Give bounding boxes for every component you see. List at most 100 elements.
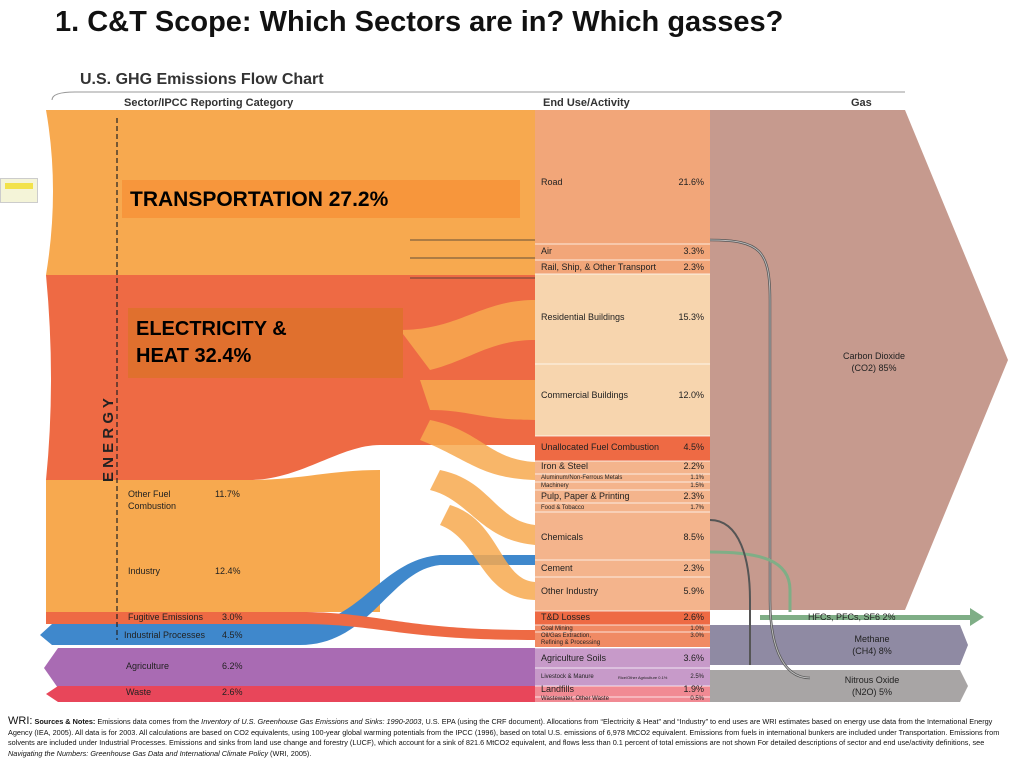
footnote-text-a: Emissions data comes from the: [97, 717, 200, 726]
gas-thread-industry: [709, 519, 751, 665]
sector-label-industrial-processes: Industrial Processes: [124, 630, 206, 640]
end-use-pct: 3.0%: [690, 633, 704, 639]
footnote-wri: WRI:: [8, 715, 33, 727]
gas-formula-co2: (CO2): [851, 363, 876, 373]
footnote-navigating: Navigating the Numbers: Greenhouse Gas D…: [8, 748, 268, 758]
sector-label-agriculture: Agriculture: [126, 661, 169, 671]
footnote-sources-label: Sources & Notes:: [34, 717, 96, 726]
gas-fluorinated-band: [760, 608, 984, 626]
band-other-fuel: [46, 470, 380, 560]
end-use-label: Iron & Steel: [541, 461, 588, 471]
end-use-label: Aluminum/Non-Ferrous Metals: [541, 475, 622, 481]
end-use-label: Road: [541, 177, 563, 187]
end-use-pct: 12.0%: [678, 390, 704, 400]
band-waste: [46, 686, 535, 702]
end-use-label: Agriculture Soils: [541, 653, 607, 663]
end-use-label: Oil/Gas Extraction,: [541, 633, 591, 639]
end-use-label: Pulp, Paper & Printing: [541, 491, 630, 501]
end-use-pct: 5.9%: [683, 586, 704, 596]
footnote-text-b: , U.S. EPA (using the CRF document). All…: [8, 717, 1000, 747]
band-agriculture: [44, 648, 535, 688]
sector-label-industry: Industry: [128, 566, 161, 576]
end-use-pct: 3.3%: [683, 246, 704, 256]
footnote: WRI: Sources & Notes: Emissions data com…: [8, 716, 1018, 759]
sector-label-other-fuel-2: Combustion: [128, 501, 176, 511]
end-use-pct: 4.5%: [683, 442, 704, 452]
column-header-sector: Sector/IPCC Reporting Category: [124, 97, 294, 109]
gas-name-fluorinated: HFCs, PFCs, SF6: [808, 612, 880, 622]
end-use-industry-block: [535, 461, 710, 611]
gas-thread-fluorinated: [709, 550, 792, 612]
callout-electricity-line2: HEAT 32.4%: [136, 345, 252, 367]
end-use-label: Wastewater, Other Waste: [541, 696, 610, 702]
end-use-label: Air: [541, 246, 552, 256]
gas-detail-methane: (CH4) 8%: [852, 646, 892, 656]
gas-detail-co2: (CO2) 85%: [851, 363, 896, 373]
column-header-gas: Gas: [851, 97, 872, 109]
end-use-landfills: [535, 686, 710, 702]
sector-pct-industry: 12.4%: [215, 566, 241, 576]
end-use-label: Other Industry: [541, 586, 599, 596]
end-use-label: Landfills: [541, 684, 575, 694]
end-use-agriculture-soils: [535, 648, 710, 668]
end-use-pct: 8.5%: [683, 532, 704, 542]
slide-thumbnail-tab[interactable]: [0, 178, 38, 203]
end-use-dividers: [535, 243, 710, 698]
end-use-pct: 1.0%: [690, 626, 704, 632]
callout-transportation: TRANSPORTATION 27.2%: [122, 180, 520, 218]
end-use-label: Livestock & Manure: [541, 674, 594, 680]
thumbnail-highlight: [5, 183, 33, 189]
column-header-end-use: End Use/Activity: [543, 97, 631, 109]
end-use-pct: 2.5%: [690, 674, 704, 680]
end-use-rail: [535, 260, 710, 274]
sector-pct-other-fuel: 11.7%: [215, 489, 240, 499]
end-use-pct: 3.6%: [683, 653, 704, 663]
gas-detail-n2o: (N2O) 5%: [852, 687, 892, 697]
callout-electricity-line1: ELECTRICITY &: [136, 318, 287, 340]
slide-title: 1. C&T Scope: Which Sectors are in? Whic…: [55, 6, 784, 38]
gas-formula-methane: (CH4): [852, 646, 876, 656]
gas-label-fluorinated: HFCs, PFCs, SF6 2%: [808, 612, 896, 622]
end-use-note: Rice/Other Agriculture 0.1%: [618, 675, 668, 680]
gas-label-co2: Carbon Dioxide: [843, 351, 905, 361]
end-use-livestock: [535, 668, 710, 686]
gas-co2-band: [710, 110, 1008, 610]
sector-label-fugitive: Fugitive Emissions: [128, 612, 204, 622]
end-use-pct: 1.1%: [690, 475, 704, 481]
flow-to-other-industry: [440, 505, 535, 600]
end-use-pct: 2.3%: [683, 262, 704, 272]
end-use-label: Residential Buildings: [541, 312, 625, 322]
end-use-pct: 1.5%: [690, 483, 704, 489]
band-fugitive: [46, 612, 300, 624]
transport-split-lines: [410, 239, 535, 279]
flow-to-residential: [400, 300, 535, 370]
end-use-column: [535, 110, 710, 702]
gas-formula-n2o: (N2O): [852, 687, 877, 697]
end-use-fugitive-block: [535, 625, 710, 647]
footnote-inventory: Inventory of U.S. Greenhouse Gas Emissio…: [201, 717, 422, 726]
gas-flows: [709, 110, 1008, 702]
end-use-pct: 2.6%: [683, 612, 704, 622]
sector-labels: Other Fuel Combustion 11.7% Industry 12.…: [124, 489, 243, 697]
end-use-label: Machinery: [541, 483, 569, 489]
end-use-pct: 2.3%: [683, 491, 704, 501]
end-use-residential: [535, 274, 710, 364]
sector-pct-fugitive: 3.0%: [222, 612, 243, 622]
distribution-flows: [300, 239, 535, 640]
end-use-label: Commercial Buildings: [541, 390, 629, 400]
end-use-pct: 1.9%: [683, 684, 704, 694]
sector-pct-industrial-processes: 4.5%: [222, 630, 243, 640]
end-use-label: Unallocated Fuel Combustion: [541, 442, 659, 452]
flow-to-commercial: [420, 380, 535, 420]
gas-pct-methane: 8%: [879, 646, 892, 656]
sector-label-waste: Waste: [126, 687, 151, 697]
end-use-labels: Road 21.6% Air 3.3% Rail, Ship, & Other Tran…: [541, 177, 705, 702]
end-use-pct: 1.7%: [690, 505, 704, 511]
end-use-label: T&D Losses: [541, 612, 591, 622]
gas-labels: Carbon Dioxide (CO2) 85% HFCs, PFCs, SF6…: [808, 351, 905, 697]
end-use-td-losses: [535, 611, 710, 625]
end-use-label: Cement: [541, 563, 573, 573]
band-industry: [46, 560, 380, 612]
energy-label: E N E R G Y: [100, 398, 117, 482]
end-use-unallocated: [535, 436, 710, 461]
